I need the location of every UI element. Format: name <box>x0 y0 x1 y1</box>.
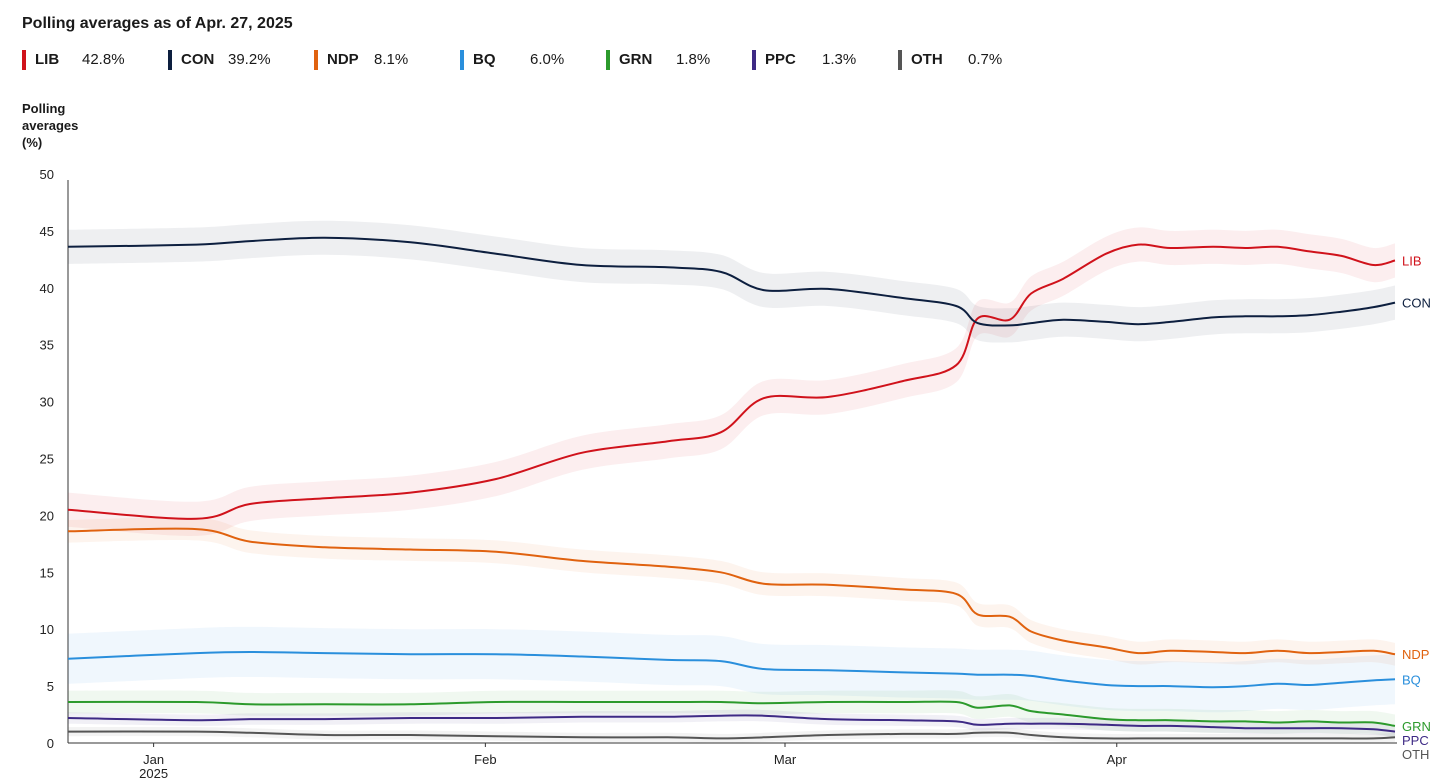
end-label-grn: GRN <box>1402 719 1431 734</box>
confidence-band-bq <box>68 626 1395 713</box>
y-tick-label: 45 <box>40 224 54 239</box>
legend-name-oth: OTH <box>911 51 943 68</box>
y-tick-label: 15 <box>40 565 54 580</box>
legend-value-lib: 42.8% <box>82 51 125 68</box>
confidence-band-lib <box>68 227 1395 536</box>
chart-title: Polling averages as of Apr. 27, 2025 <box>22 15 293 32</box>
series-line-oth <box>67 730 1396 740</box>
end-label-ndp: NDP <box>1402 647 1429 662</box>
legend-value-bq: 6.0% <box>530 51 565 68</box>
end-label-lib: LIB <box>1402 253 1422 268</box>
end-label-con: CON <box>1402 296 1431 311</box>
y-axis-title: Polling averages (%) <box>22 100 78 151</box>
end-label-oth: OTH <box>1402 747 1429 762</box>
end-label-ppc: PPC <box>1402 733 1429 748</box>
legend-swatch-bq <box>460 50 464 70</box>
series-line-lib <box>67 243 1396 520</box>
x-tick-label: Jan <box>143 752 164 767</box>
series-line-ndp <box>67 527 1396 656</box>
confidence-band-ppc <box>68 709 1395 738</box>
legend-swatch-con <box>168 50 172 70</box>
y-tick-label: 5 <box>47 679 54 694</box>
legend-name-bq: BQ <box>473 51 496 68</box>
legend-name-grn: GRN <box>619 51 653 68</box>
confidence-band-con <box>68 220 1395 343</box>
y-tick-label: 35 <box>40 338 54 353</box>
x-tick-label: Apr <box>1107 752 1128 767</box>
y-tick-label: 0 <box>47 736 54 751</box>
x-tick-sublabel: 2025 <box>139 766 168 781</box>
y-tick-label: 30 <box>40 395 54 410</box>
confidence-band-oth <box>68 727 1395 744</box>
legend-name-ppc: PPC <box>765 51 796 68</box>
legend-value-ndp: 8.1% <box>374 51 409 68</box>
legend-value-ppc: 1.3% <box>822 51 857 68</box>
y-tick-label: 10 <box>40 622 54 637</box>
legend-value-oth: 0.7% <box>968 51 1003 68</box>
legend-value-grn: 1.8% <box>676 51 711 68</box>
y-tick-label: 50 <box>40 167 54 182</box>
legend-swatch-ndp <box>314 50 318 70</box>
legend-swatch-lib <box>22 50 26 70</box>
series-line-ppc <box>67 714 1396 733</box>
legend-value-con: 39.2% <box>228 51 271 68</box>
series-line-grn <box>67 700 1396 727</box>
y-tick-label: 40 <box>40 281 54 296</box>
y-axis-title-line-3: (%) <box>22 135 43 150</box>
end-label-bq: BQ <box>1402 672 1421 687</box>
series-line-con <box>67 236 1396 327</box>
y-tick-label: 20 <box>40 508 54 523</box>
x-tick-label: Feb <box>474 752 496 767</box>
confidence-band-ndp <box>68 517 1395 666</box>
legend-name-con: CON <box>181 51 215 68</box>
legend-swatch-oth <box>898 50 902 70</box>
legend: LIB 42.8% CON 39.2% NDP 8.1% BQ 6.0% GRN… <box>22 48 1122 72</box>
y-axis-title-line-2: averages <box>22 118 79 133</box>
confidence-band-grn <box>68 690 1395 738</box>
legend-name-lib: LIB <box>35 51 60 68</box>
legend-swatch-grn <box>606 50 610 70</box>
y-axis-title-line-1: Polling <box>22 101 66 116</box>
x-tick-label: Mar <box>774 752 797 767</box>
series-line-bq <box>67 651 1396 689</box>
y-tick-label: 25 <box>40 452 54 467</box>
legend-name-ndp: NDP <box>327 51 359 68</box>
legend-swatch-ppc <box>752 50 756 70</box>
